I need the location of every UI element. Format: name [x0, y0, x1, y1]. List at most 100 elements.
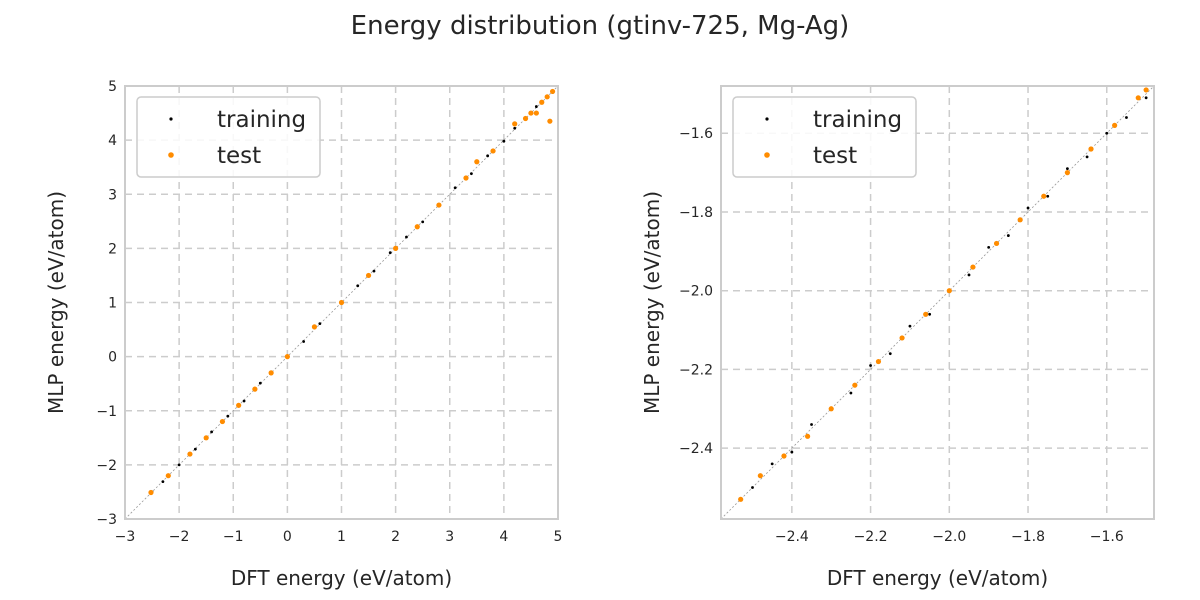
training-point — [1105, 131, 1109, 135]
x-tick-label: −2.0 — [932, 529, 966, 545]
test-point — [338, 299, 345, 306]
test-point — [970, 264, 976, 270]
test-point — [805, 433, 811, 439]
test-point — [165, 473, 171, 479]
y-tick-label: −2 — [96, 458, 117, 474]
x-tick-label: −1.6 — [1090, 529, 1124, 545]
left-plot: −3 −2 −1 0 1 2 3 4 5 −3 −2 −1 0 1 2 3 4 5 DFT energy (eV/a… — [44, 79, 562, 590]
y-tick-label: 4 — [108, 133, 117, 149]
legend-label-test: test — [813, 143, 857, 169]
test-point — [393, 245, 399, 251]
training-point — [869, 364, 872, 367]
training-point — [242, 399, 246, 403]
y-tick-label: 2 — [108, 241, 117, 257]
training-point — [1006, 234, 1010, 237]
training-point — [453, 186, 457, 190]
training-point — [810, 423, 813, 426]
test-point — [414, 224, 420, 230]
test-point — [547, 118, 553, 124]
test-point — [490, 148, 496, 154]
training-point — [486, 154, 490, 158]
y-tick-label: −2.2 — [679, 362, 713, 378]
x-tick-label: 3 — [445, 529, 454, 545]
x-axis-label: DFT energy (eV/atom) — [231, 566, 452, 590]
training-point — [849, 391, 853, 395]
test-point — [365, 272, 372, 279]
training-point — [372, 269, 376, 273]
training-point — [226, 414, 230, 418]
right-plot: −2.4 −2.2 −2.0 −1.8 −1.6 −2.4 −2.2 −2.0 −1.8 −1.6… — [640, 85, 1155, 590]
legend-label-training: training — [217, 107, 306, 133]
test-point — [781, 453, 787, 459]
y-tick-label: −3 — [96, 512, 117, 528]
training-point — [534, 105, 538, 108]
test-point — [1143, 87, 1149, 93]
training-point — [258, 381, 262, 385]
training-point — [405, 235, 408, 239]
test-point — [252, 386, 258, 392]
test-point — [1041, 193, 1047, 199]
y-tick-label: 5 — [108, 79, 117, 95]
test-point — [236, 402, 242, 408]
test-point — [852, 382, 858, 388]
training-point — [888, 352, 892, 356]
test-point — [1017, 217, 1023, 223]
x-tick-label: −1.8 — [1011, 529, 1045, 545]
x-tick-label: 1 — [337, 529, 346, 545]
test-point — [284, 354, 290, 360]
legend-marker-training — [169, 117, 173, 121]
y-tick-label: −1 — [96, 404, 117, 420]
training-point — [210, 430, 214, 434]
training-point — [513, 126, 517, 130]
test-point — [1112, 122, 1118, 128]
test-point — [522, 115, 529, 122]
test-point — [549, 88, 556, 95]
test-point — [268, 370, 274, 376]
test-point — [1135, 95, 1141, 101]
y-tick-label: −2.0 — [679, 284, 713, 300]
axes-frame — [124, 85, 559, 520]
test-point — [757, 473, 763, 479]
y-axis-label: MLP energy (eV/atom) — [640, 191, 664, 414]
test-point — [1088, 146, 1094, 152]
test-point — [512, 121, 518, 127]
legend-box — [732, 96, 917, 178]
test-point — [474, 159, 480, 165]
training-point — [302, 340, 306, 343]
legend-box — [136, 96, 321, 178]
x-tick-label: 2 — [391, 529, 400, 545]
legend-marker-test — [764, 152, 770, 158]
y-tick-label: 0 — [108, 350, 117, 366]
legend-label-test: test — [217, 143, 261, 169]
training-point — [1046, 194, 1050, 198]
test-point — [923, 311, 929, 317]
test-point — [1064, 170, 1070, 176]
legend-marker-training — [765, 117, 769, 121]
x-axis-label: DFT energy (eV/atom) — [827, 566, 1048, 590]
y-tick-label: −1.6 — [679, 126, 713, 142]
training-point — [770, 462, 774, 466]
training-point — [751, 486, 754, 489]
x-tick-label: −1 — [223, 529, 244, 545]
training-point — [1066, 167, 1069, 171]
y-tick-label: 1 — [108, 296, 117, 312]
test-point — [828, 406, 834, 412]
training-point — [908, 324, 912, 328]
test-point — [875, 358, 882, 365]
test-point — [539, 99, 545, 105]
training-point — [161, 480, 165, 484]
training-point — [790, 450, 794, 454]
training-point — [1026, 206, 1030, 210]
training-point — [177, 463, 181, 467]
x-tick-label: −2 — [169, 529, 190, 545]
test-point — [993, 240, 1000, 247]
training-point — [502, 139, 506, 143]
y-axis-label: MLP energy (eV/atom) — [44, 191, 68, 414]
training-point — [193, 447, 197, 451]
legend-marker-test — [168, 152, 174, 158]
training-point — [928, 312, 932, 316]
training-point — [1144, 96, 1148, 100]
training-point — [388, 251, 392, 255]
training-point — [356, 284, 360, 288]
